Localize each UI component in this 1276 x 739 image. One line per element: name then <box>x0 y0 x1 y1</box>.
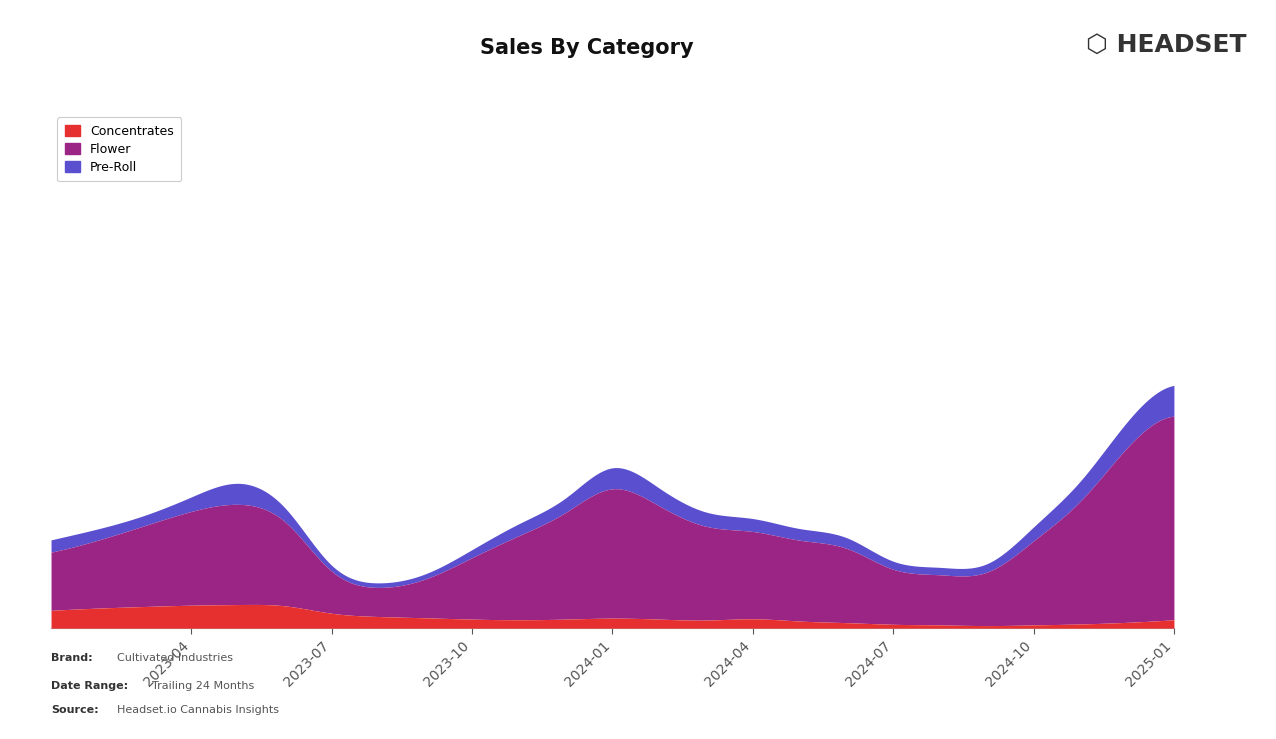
Text: Headset.io Cannabis Insights: Headset.io Cannabis Insights <box>117 705 279 715</box>
Text: ⬡ HEADSET: ⬡ HEADSET <box>1086 33 1245 56</box>
Text: Sales By Category: Sales By Category <box>480 38 694 58</box>
Text: Trailing 24 Months: Trailing 24 Months <box>152 681 254 691</box>
Text: Brand:: Brand: <box>51 653 93 664</box>
Text: Source:: Source: <box>51 705 98 715</box>
Legend: Concentrates, Flower, Pre-Roll: Concentrates, Flower, Pre-Roll <box>57 117 181 181</box>
Text: Date Range:: Date Range: <box>51 681 128 691</box>
Text: Cultivated Industries: Cultivated Industries <box>117 653 234 664</box>
